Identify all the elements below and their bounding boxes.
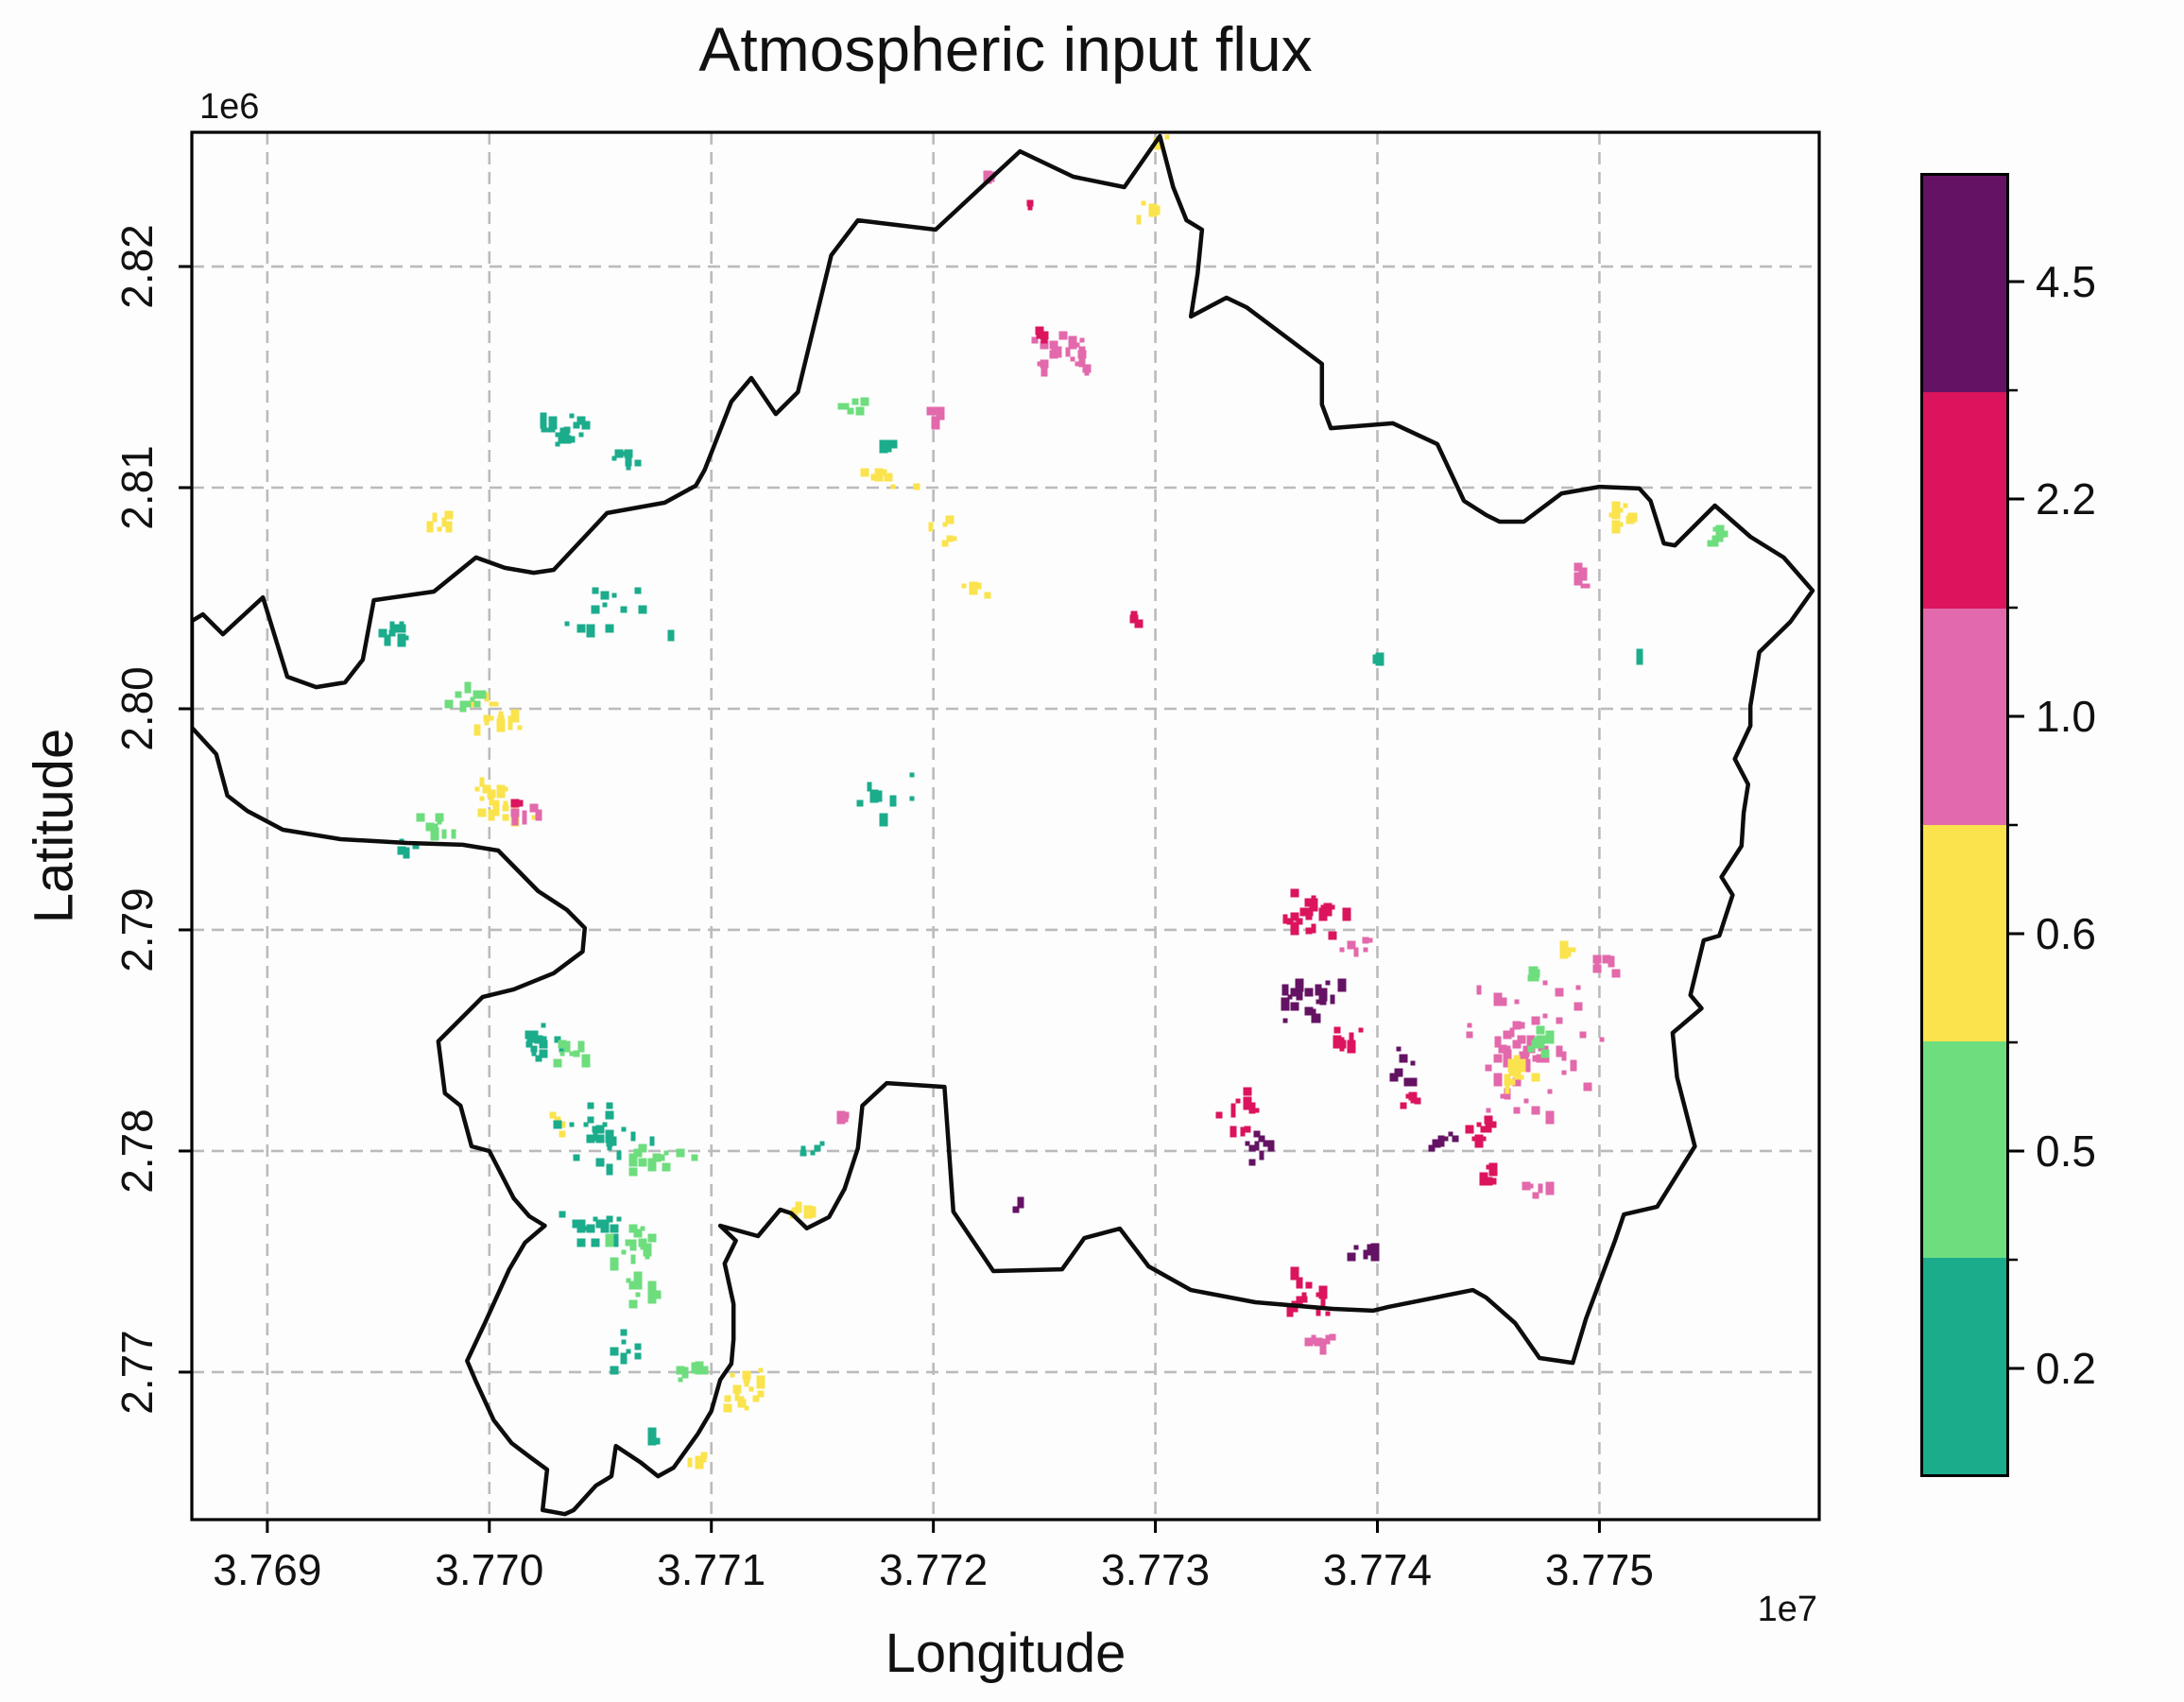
- colorbar-tick-label: 0.2: [2036, 1344, 2096, 1393]
- colorbar-segment: [1923, 1041, 2006, 1258]
- x-tick-label: 3.773: [1101, 1545, 1211, 1594]
- colorbar-segment: [1923, 392, 2006, 609]
- y-tick-label: 2.77: [112, 1330, 162, 1415]
- axis-ticks: [179, 265, 1601, 1533]
- x-tick-label: 3.775: [1544, 1545, 1654, 1594]
- y-axis-offset-label: 1e6: [199, 87, 260, 127]
- y-tick-label: 2.80: [112, 666, 162, 751]
- y-tick-label: 2.78: [112, 1109, 162, 1194]
- colorbar-tick-label: 1.0: [2036, 692, 2096, 741]
- colorbar-tick-label: 2.2: [2036, 474, 2096, 524]
- x-axis-title: Longitude: [885, 1623, 1126, 1684]
- chart-title: Atmospheric input flux: [698, 14, 1313, 84]
- colorbar-ticks: [2009, 280, 2024, 1370]
- colorbar-segment: [1923, 176, 2006, 392]
- colorbar-segment: [1923, 825, 2006, 1041]
- x-tick-label: 3.770: [435, 1545, 544, 1594]
- region-boundary-outline: [192, 133, 1815, 1517]
- colorbar-segment: [1923, 1258, 2006, 1474]
- colorbar: [1920, 173, 2009, 1477]
- y-axis-title: Latitude: [23, 728, 85, 924]
- colorbar-tick-label: 0.6: [2036, 909, 2096, 958]
- x-tick-label: 3.769: [213, 1545, 322, 1594]
- y-tick-label: 2.82: [112, 224, 162, 309]
- x-tick-label: 3.774: [1322, 1545, 1433, 1594]
- x-axis-offset-label: 1e7: [1757, 1590, 1817, 1629]
- x-tick-label: 3.771: [657, 1545, 766, 1594]
- colorbar-tick-label: 4.5: [2036, 257, 2096, 306]
- y-tick-label: 2.79: [112, 887, 162, 972]
- colorbar-segment: [1923, 609, 2006, 825]
- plot-frame: [190, 130, 1821, 1521]
- y-tick-label: 2.81: [112, 445, 162, 530]
- colorbar-tick-label: 0.5: [2036, 1126, 2096, 1176]
- x-tick-label: 3.772: [879, 1545, 989, 1594]
